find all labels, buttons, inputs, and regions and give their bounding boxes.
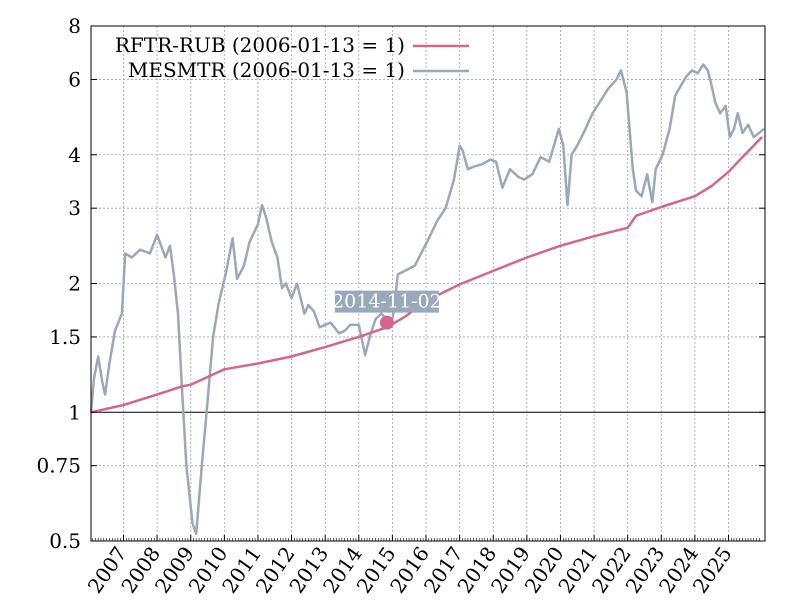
y-tick-label: 1	[68, 400, 81, 424]
annotation-marker	[379, 315, 394, 330]
y-tick-label: 4	[68, 143, 81, 167]
annotation-group: 2014-11-02	[332, 290, 442, 330]
x-axis-ticks: 2007200820092010201120122013201420152016…	[83, 535, 760, 598]
annotation-label: 2014-11-02	[332, 291, 442, 313]
y-tick-label: 0.5	[49, 529, 81, 553]
legend-label-0: RFTR-RUB (2006-01-13 = 1)	[115, 33, 405, 57]
annotation-box	[334, 290, 439, 313]
y-tick-label: 6	[68, 67, 81, 91]
grid	[91, 25, 765, 542]
y-tick-label: 8	[68, 14, 81, 38]
y-tick-label: 0.75	[36, 454, 81, 478]
legend-label-1: MESMTR (2006-01-13 = 1)	[128, 58, 405, 82]
y-tick-label: 1.5	[49, 325, 81, 349]
series-line-1	[89, 63, 765, 535]
y-tick-label: 2	[68, 272, 81, 296]
y-tick-label: 3	[68, 196, 81, 220]
y-axis-ticks: 0.5 0.75 1 1.5 2 3 4 6 8	[36, 14, 765, 553]
legend: RFTR-RUB (2006-01-13 = 1)MESMTR (2006-01…	[115, 33, 469, 82]
